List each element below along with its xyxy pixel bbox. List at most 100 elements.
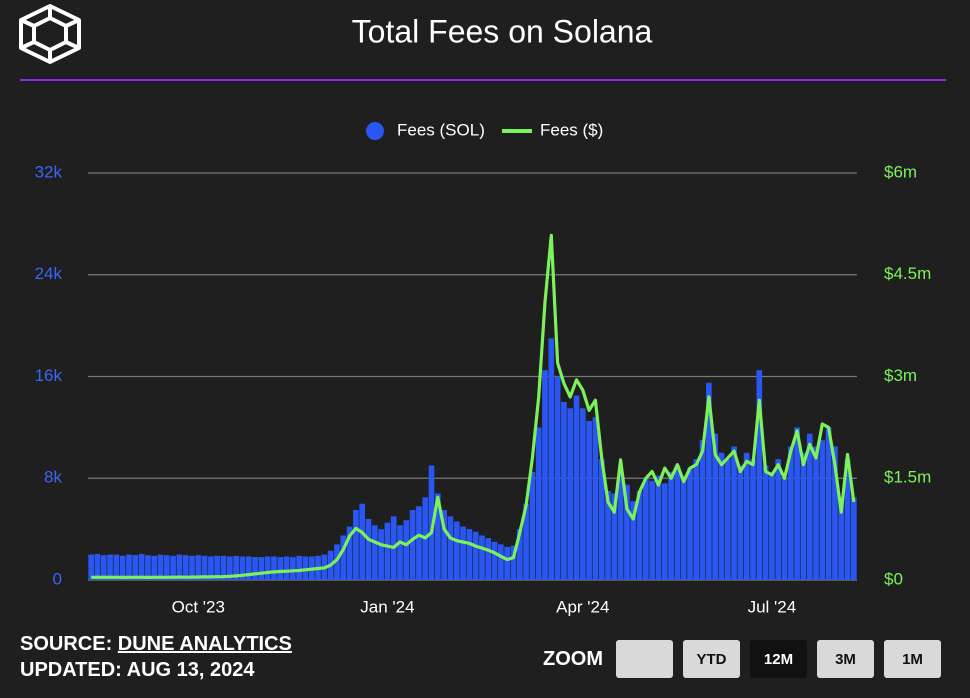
bar xyxy=(226,556,233,580)
bar xyxy=(693,459,700,580)
bar xyxy=(561,401,567,580)
bar xyxy=(819,440,826,580)
bar xyxy=(428,465,435,580)
zoom-button[interactable]: YTD xyxy=(683,640,740,678)
legend: Fees (SOL) Fees ($) xyxy=(366,120,603,140)
bar xyxy=(491,541,498,580)
bar xyxy=(378,529,384,580)
bar xyxy=(851,497,857,580)
bar xyxy=(409,510,416,580)
bar xyxy=(674,465,681,580)
bar xyxy=(353,510,359,580)
bar xyxy=(346,526,353,580)
bar xyxy=(264,556,271,580)
bar xyxy=(750,459,756,580)
bar xyxy=(573,395,580,580)
bar xyxy=(668,471,674,580)
bar xyxy=(472,531,479,580)
bar xyxy=(567,408,574,580)
y-tick-label: 0 xyxy=(53,569,62,588)
x-tick-label: Oct '23 xyxy=(172,597,225,616)
bar xyxy=(271,556,277,580)
bar xyxy=(201,555,208,580)
source: SOURCE: DUNE ANALYTICS xyxy=(20,633,292,656)
bar xyxy=(138,553,145,580)
bar xyxy=(157,554,164,580)
zoom-button[interactable]: 12M xyxy=(750,640,807,678)
source-link[interactable]: DUNE ANALYTICS xyxy=(117,633,292,655)
bar xyxy=(441,510,447,580)
bar xyxy=(296,555,302,580)
bar xyxy=(516,529,523,580)
y2-tick-label: $3m xyxy=(884,366,917,385)
zoom-bar: ZOOM YTD 12M 3M 1M xyxy=(543,640,951,678)
bar xyxy=(151,555,158,580)
source-label: SOURCE: xyxy=(20,633,113,655)
bar xyxy=(592,417,599,580)
bar xyxy=(119,555,126,580)
legend-label: Fees (SOL) xyxy=(397,120,485,139)
zoom-button[interactable]: 3M xyxy=(817,640,874,678)
bar xyxy=(586,421,592,580)
bar xyxy=(813,446,819,580)
bar xyxy=(762,465,769,580)
bar xyxy=(718,452,725,580)
bar xyxy=(239,556,246,580)
bar xyxy=(258,557,265,580)
bar xyxy=(107,554,113,580)
bar xyxy=(498,544,504,580)
bar xyxy=(182,555,189,580)
bar xyxy=(145,555,151,580)
bar xyxy=(434,493,441,580)
bar xyxy=(233,555,239,580)
bar xyxy=(283,556,290,580)
bar xyxy=(447,516,454,580)
bar xyxy=(611,493,618,580)
bar xyxy=(466,529,473,580)
bar xyxy=(825,427,832,580)
bar xyxy=(510,545,517,580)
bar xyxy=(800,452,807,580)
bar xyxy=(176,554,183,580)
bar xyxy=(731,446,737,580)
y-tick-label: 24k xyxy=(35,264,63,283)
bar xyxy=(163,555,170,580)
bar xyxy=(523,503,529,580)
x-tick-label: Apr '24 xyxy=(556,597,609,616)
bar xyxy=(706,382,712,580)
y2-tick-label: $1.5m xyxy=(884,468,931,487)
bar xyxy=(170,555,176,580)
bar xyxy=(579,408,586,580)
bar xyxy=(624,484,630,580)
bar xyxy=(189,555,195,580)
bar xyxy=(605,490,611,580)
zoom-label: ZOOM xyxy=(543,647,603,670)
zoom-button[interactable]: 1M xyxy=(884,640,941,678)
y-tick-label: 16k xyxy=(35,366,63,385)
bar xyxy=(220,555,227,580)
bar xyxy=(359,503,366,580)
bar xyxy=(699,440,706,580)
bar xyxy=(775,459,782,580)
bar xyxy=(94,553,101,580)
bar xyxy=(340,535,347,580)
bar xyxy=(453,521,460,580)
bar xyxy=(617,471,624,580)
bar xyxy=(208,556,214,580)
bar xyxy=(277,557,284,580)
bar xyxy=(245,556,252,580)
bar xyxy=(630,501,637,580)
bar xyxy=(365,518,372,580)
zoom-button[interactable] xyxy=(616,640,673,678)
x-tick-label: Jan '24 xyxy=(360,597,414,616)
bar xyxy=(844,459,851,580)
bar xyxy=(548,338,555,580)
bar xyxy=(661,483,668,580)
bar xyxy=(334,544,340,580)
bar xyxy=(649,480,655,580)
bar xyxy=(485,538,492,580)
updated: UPDATED: AUG 13, 2024 xyxy=(20,659,255,681)
bar xyxy=(126,554,132,580)
y2-tick-label: $4.5m xyxy=(884,264,931,283)
bar xyxy=(787,446,794,580)
